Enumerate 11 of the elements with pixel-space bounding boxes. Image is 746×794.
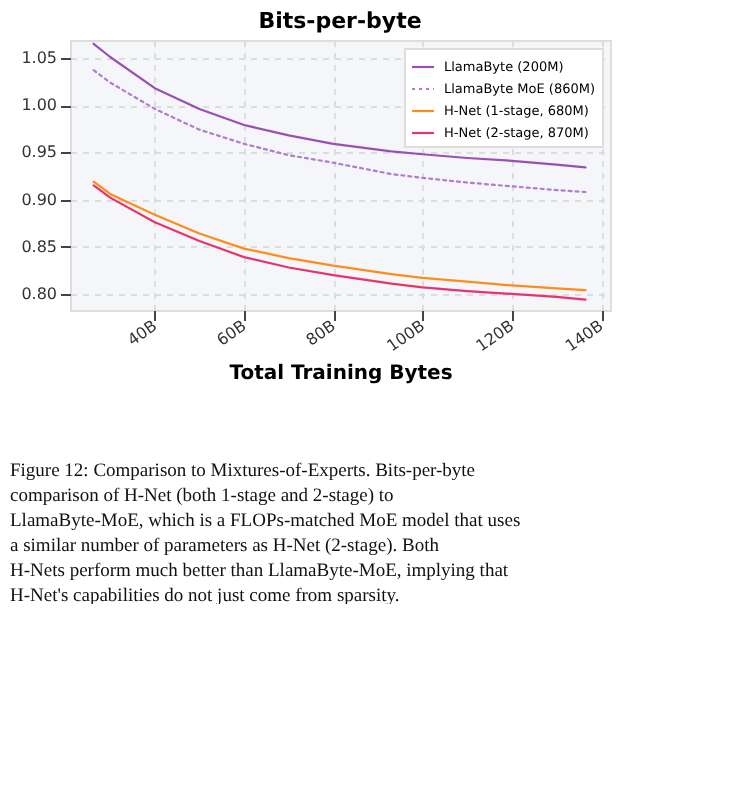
y-tick-label: 0.85 bbox=[21, 237, 57, 256]
x-tick-label: 80B bbox=[302, 316, 339, 350]
x-tick-label: 60B bbox=[213, 316, 250, 350]
y-tick-label: 0.95 bbox=[21, 143, 57, 162]
y-tick-label: 0.90 bbox=[21, 190, 57, 209]
y-tick-label: 0.80 bbox=[21, 284, 57, 303]
chart-title: Bits-per-byte bbox=[258, 8, 422, 34]
y-tick-label: 1.00 bbox=[21, 96, 57, 115]
x-tick-label: 40B bbox=[124, 316, 161, 350]
x-axis-title: Total Training Bytes bbox=[229, 363, 453, 386]
y-tick-label: 1.05 bbox=[21, 48, 57, 67]
